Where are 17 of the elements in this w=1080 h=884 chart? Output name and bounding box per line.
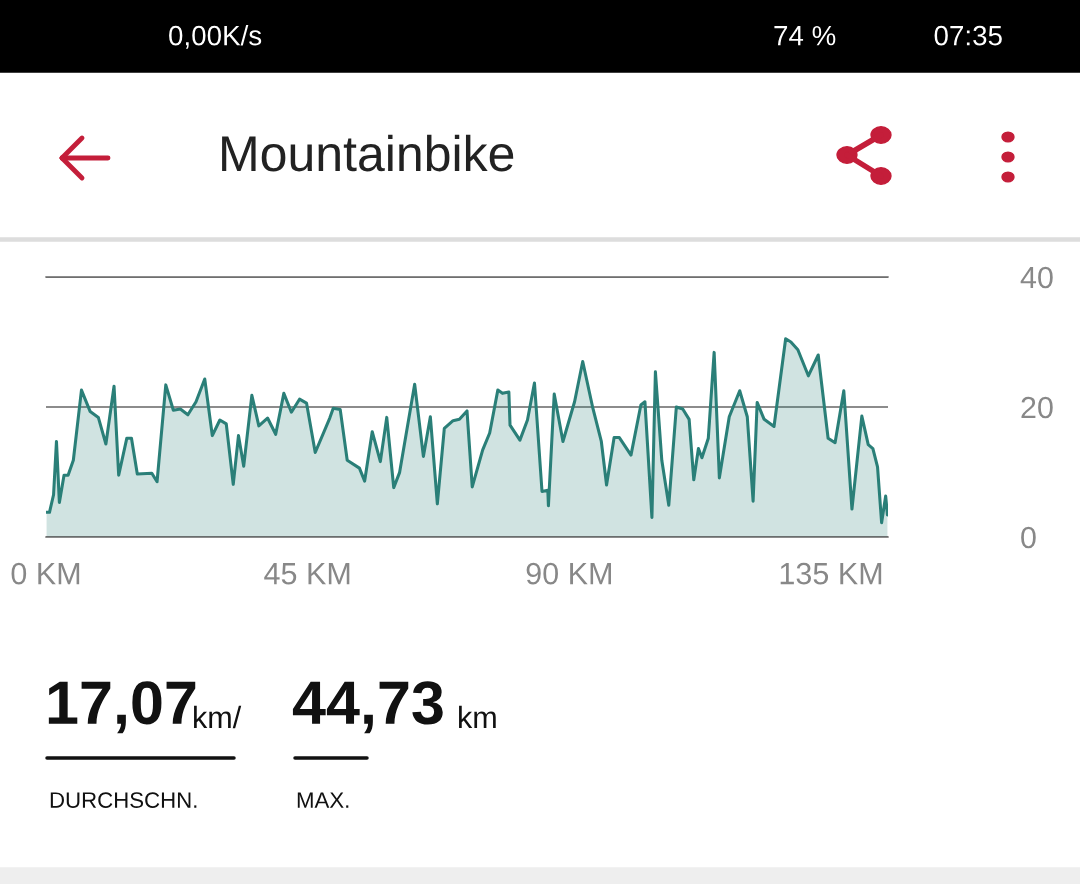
x-tick-label: 0 KM: [11, 562, 80, 585]
text: km/: [194, 705, 242, 729]
y-tick-label: 20: [1021, 396, 1053, 419]
text: DURCHSCHN.: [50, 792, 197, 808]
y-tick-label: 0: [1021, 526, 1036, 549]
text: MAX.: [297, 792, 349, 808]
x-tick-label: 135 KM: [780, 562, 882, 585]
chart-title: Mountainbike: [222, 134, 514, 172]
text: 17,07: [48, 681, 196, 734]
y-tick-label: 40: [1020, 266, 1053, 289]
text: 74 %: [774, 25, 836, 46]
text: km: [459, 705, 496, 728]
x-tick-label: 90 KM: [526, 562, 611, 585]
text: 0,00K/s: [169, 25, 262, 49]
text: 44,73: [292, 681, 443, 734]
text: 07:35: [934, 25, 1002, 46]
x-tick-label: 45 KM: [264, 563, 350, 585]
